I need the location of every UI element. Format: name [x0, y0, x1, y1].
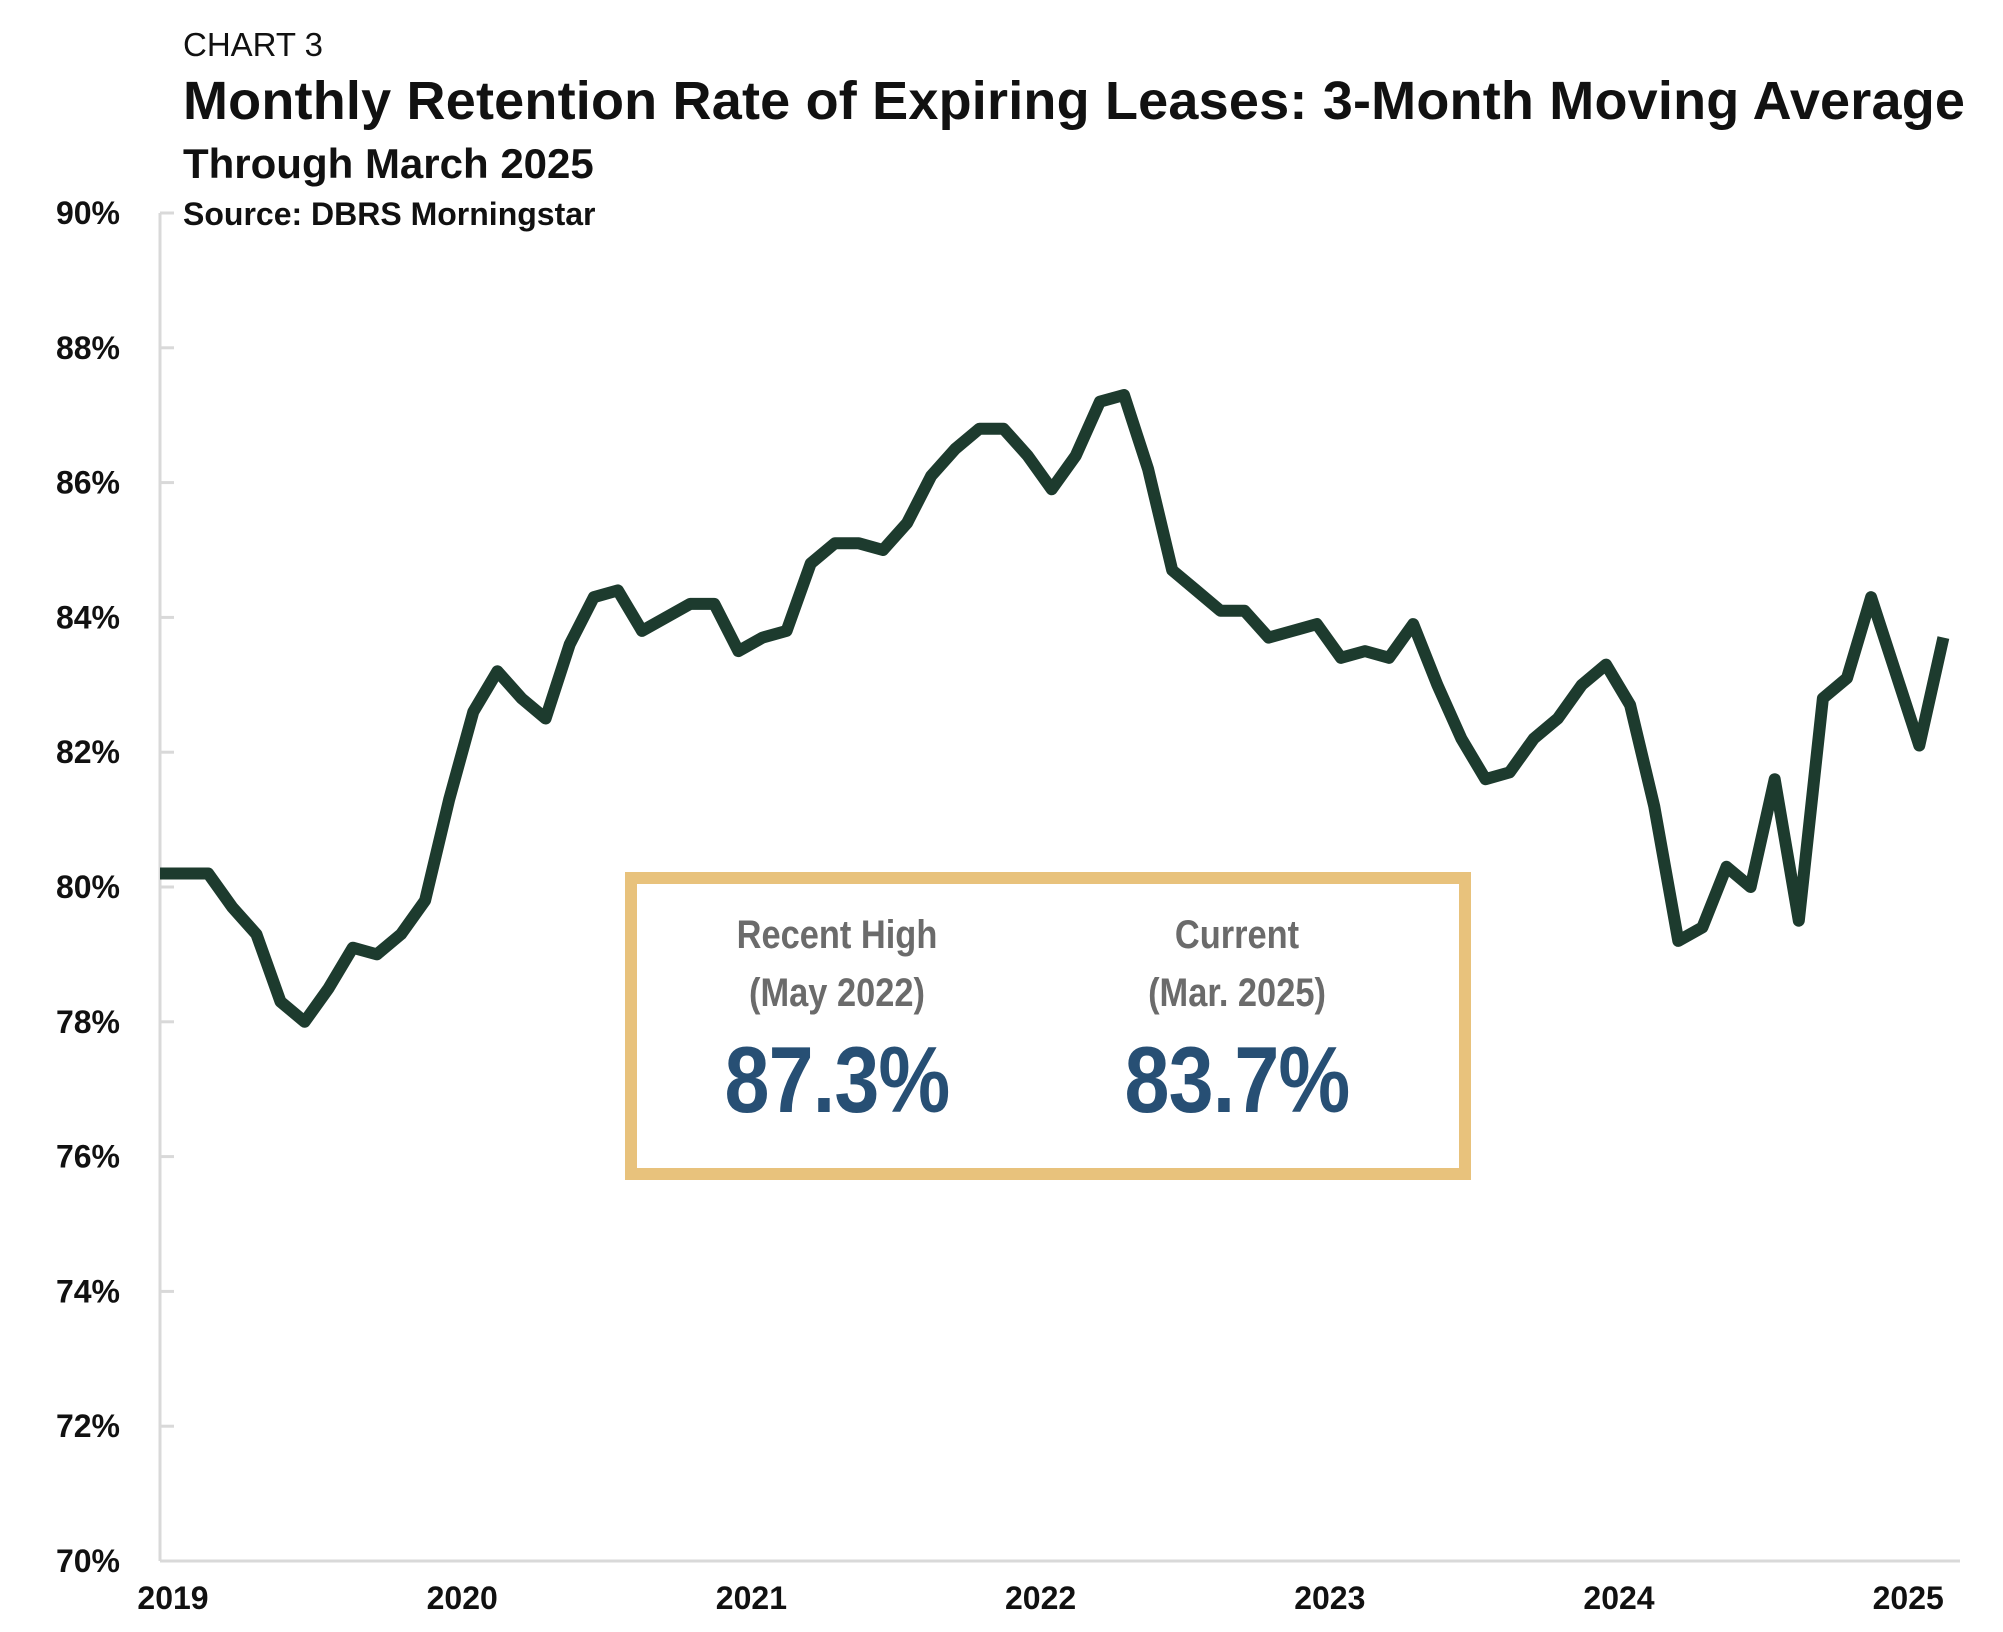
recent-high-date: (May 2022): [749, 971, 925, 1015]
x-tick-label: 2020: [427, 1580, 498, 1616]
chart-source: Source: DBRS Morningstar: [183, 196, 596, 232]
current-stat: Current (Mar. 2025) 83.7%: [1057, 906, 1417, 1134]
x-tick-label: 2024: [1583, 1580, 1654, 1616]
y-tick-label: 80%: [56, 869, 120, 905]
y-tick-label: 70%: [56, 1543, 120, 1579]
current-label: Current: [1174, 913, 1300, 957]
y-tick-label: 78%: [56, 1004, 120, 1040]
x-axis-ticks: 2019 2020 2021 2022 2023 2024 2025: [137, 1580, 1943, 1616]
x-tick-label: 2025: [1873, 1580, 1944, 1616]
x-tick-label: 2021: [716, 1580, 787, 1616]
chart-title: Monthly Retention Rate of Expiring Lease…: [183, 71, 1966, 131]
x-tick-label: 2023: [1294, 1580, 1365, 1616]
recent-high-label: Recent High: [736, 913, 938, 957]
y-tick-label: 82%: [56, 734, 120, 770]
y-tick-label: 90%: [56, 195, 120, 231]
y-tick-label: 72%: [56, 1408, 120, 1444]
x-tick-label: 2019: [137, 1580, 208, 1616]
current-value: 83.7%: [1124, 1027, 1351, 1132]
y-tick-label: 86%: [56, 465, 120, 501]
y-tick-label: 88%: [56, 330, 120, 366]
recent-high-stat: Recent High (May 2022) 87.3%: [657, 906, 1017, 1134]
recent-high-value: 87.3%: [724, 1027, 951, 1132]
y-tick-label: 76%: [56, 1139, 120, 1175]
y-tick-label: 74%: [56, 1273, 120, 1309]
y-axis-ticks: 70% 72% 74% 76% 78% 80% 82% 84% 86% 88% 90%: [56, 195, 174, 1579]
current-date: (Mar. 2025): [1148, 971, 1326, 1015]
chart-label: CHART 3: [183, 26, 323, 63]
y-tick-label: 84%: [56, 599, 120, 635]
chart-series: [160, 389, 1950, 1028]
stats-callout-box: Recent High (May 2022) 87.3% Current (Ma…: [625, 872, 1471, 1180]
series-line: [160, 389, 1950, 1028]
x-tick-label: 2022: [1005, 1580, 1076, 1616]
chart-subtitle: Through March 2025: [183, 140, 594, 187]
